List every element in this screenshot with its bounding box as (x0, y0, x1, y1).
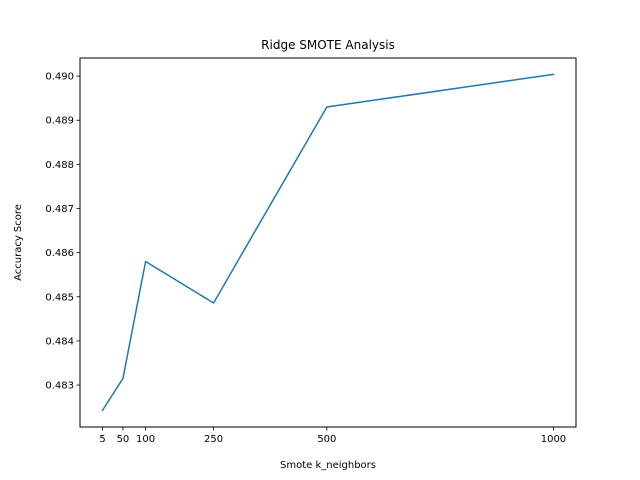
x-axis-ticks: 5 50 100 250 500 1000 (99, 427, 566, 445)
y-tick-label: 0.487 (45, 204, 74, 215)
y-tick-label: 0.488 (45, 160, 74, 171)
axes-frame (79, 57, 577, 428)
plot-series (101, 73, 555, 412)
y-tick-label: 0.489 (45, 116, 74, 127)
chart-title: Ridge SMOTE Analysis (261, 38, 395, 52)
x-tick-label: 100 (136, 434, 155, 445)
y-tick-label: 0.486 (45, 248, 74, 259)
x-tick-label: 500 (317, 434, 336, 445)
x-axis-label: Smote k_neighbors (280, 460, 376, 471)
x-tick-label: 50 (117, 434, 130, 445)
y-tick-label: 0.485 (45, 292, 74, 303)
y-tick-label: 0.484 (45, 336, 74, 347)
y-tick-label: 0.490 (45, 72, 74, 83)
x-tick-label: 5 (99, 434, 105, 445)
y-tick-label: 0.483 (45, 381, 74, 392)
series-line (101, 73, 555, 412)
y-axis-label: Accuracy Score (13, 204, 24, 281)
x-tick-label: 250 (204, 434, 223, 445)
x-tick-label: 1000 (541, 434, 566, 445)
y-axis-ticks: 0.483 0.484 0.485 0.486 0.487 0.488 0.489 0.490 (45, 72, 80, 392)
